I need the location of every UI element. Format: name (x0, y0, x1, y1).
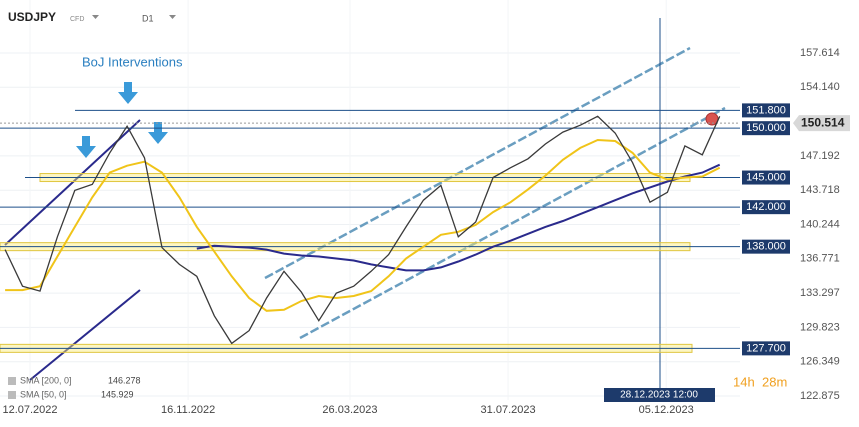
channel-line (264, 46, 691, 280)
dropdown[interactable] (169, 15, 176, 19)
arrow (148, 122, 168, 144)
level-box (742, 239, 790, 254)
y-tick-label: 140.244 (800, 218, 840, 230)
x-tick-label: 26.03.2023 (322, 404, 377, 416)
legend-icon (8, 391, 16, 399)
level-label: 138.000 (746, 241, 786, 253)
y-tick-label: 143.718 (800, 184, 840, 196)
level-label: 145.000 (746, 171, 786, 183)
x-tick-label: 12.07.2022 (2, 404, 57, 416)
channel-line (299, 106, 726, 340)
legend-name: SMA [200, 0] (20, 375, 72, 385)
last-price-label: 150.514 (801, 115, 845, 129)
level-box (742, 200, 790, 215)
legend-name: SMA [50, 0] (20, 389, 67, 399)
instrument-type: CFD (70, 16, 84, 23)
annotation: BoJ Interventions (82, 54, 183, 69)
labels: 157.614 154.140 147.192 143.718 140.244 136.7… (2, 47, 850, 416)
x-tick-label: 16.11.2022 (161, 404, 215, 416)
crosshair-box (604, 388, 715, 402)
plot (0, 18, 740, 400)
legend-value: 145.929 (101, 389, 134, 399)
level-box (742, 103, 790, 118)
level-label: 151.800 (746, 104, 786, 116)
arrow (118, 82, 138, 104)
arrows (76, 82, 168, 158)
legend-value: 146.278 (108, 375, 141, 385)
symbol: USDJPY (8, 10, 56, 24)
x-tick-label: 05.12.2023 (639, 404, 694, 416)
countdown-minutes: 28m (762, 374, 787, 389)
sma-line (196, 163, 721, 272)
trendline (29, 289, 141, 381)
countdown-hours: 14h (733, 374, 755, 389)
y-tick-label: 147.192 (800, 150, 840, 162)
price-line (4, 115, 721, 345)
legend-icon (8, 377, 16, 385)
level-label: 127.700 (746, 342, 786, 354)
y-tick-label: 157.614 (800, 47, 840, 59)
y-tick-label: 129.823 (800, 321, 840, 333)
y-tick-label: 154.140 (800, 81, 840, 93)
timeframe[interactable]: D1 (142, 13, 154, 23)
last-price-box (793, 115, 850, 132)
y-tick-label: 133.297 (800, 287, 840, 299)
y-tick-label: 122.875 (800, 390, 840, 402)
y-tick-label: 136.771 (800, 253, 840, 265)
sma-line (5, 138, 721, 312)
crosshair-label: 28.12.2023 12:00 (620, 390, 698, 401)
x-tick-label: 31.07.2023 (481, 404, 536, 416)
level-box (742, 341, 790, 356)
y-tick-label: 126.349 (800, 356, 840, 368)
dropdown[interactable] (92, 15, 99, 19)
level-label: 142.000 (746, 201, 786, 213)
level-box (742, 121, 790, 136)
level-label: 150.000 (746, 122, 786, 134)
arrow (76, 136, 96, 158)
level-box (742, 170, 790, 185)
